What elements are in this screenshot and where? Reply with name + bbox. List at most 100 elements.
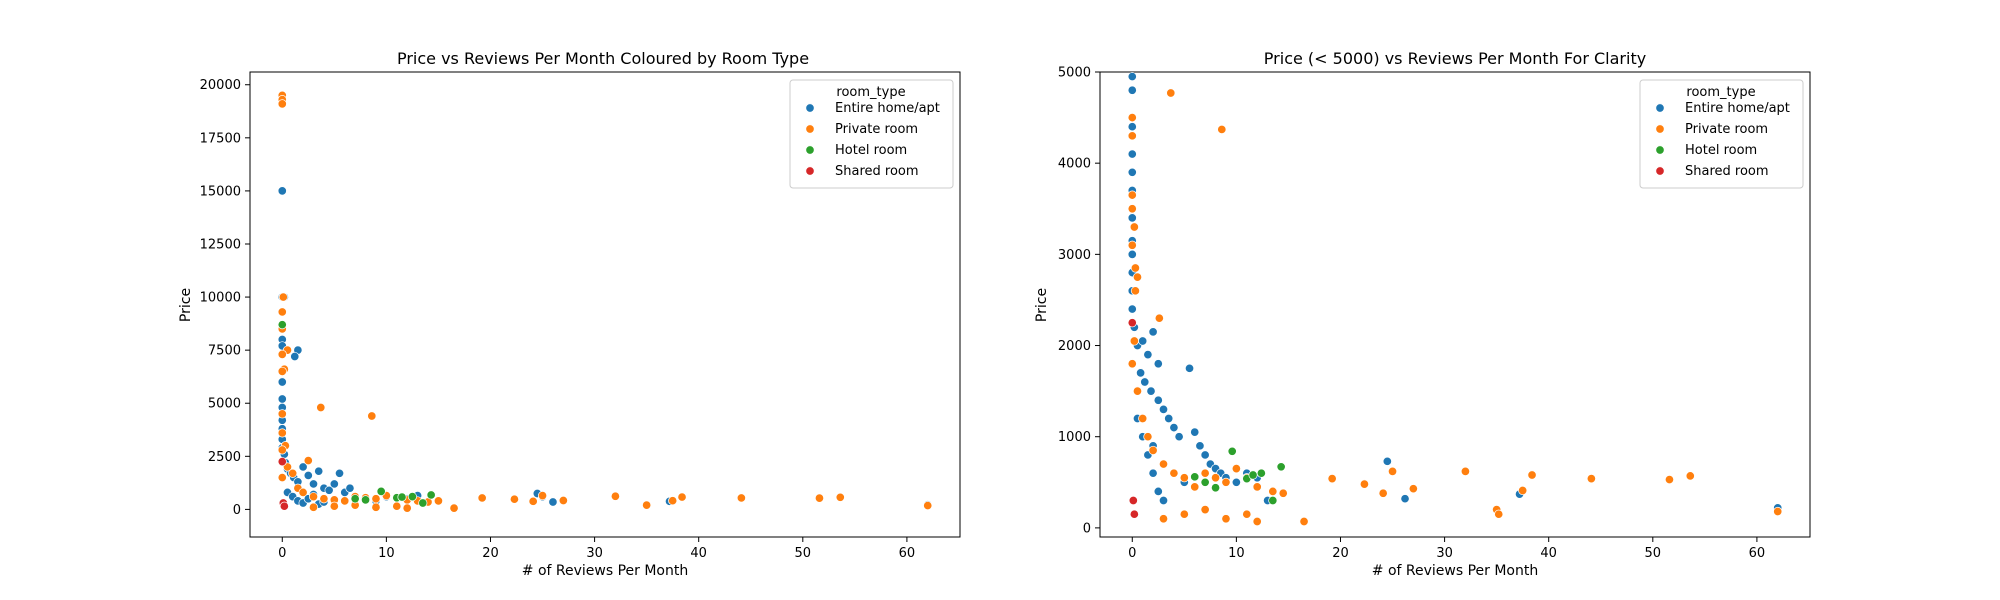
x-tick-label: 10 xyxy=(378,546,395,561)
legend-marker xyxy=(1655,145,1665,155)
data-point xyxy=(1494,509,1504,519)
legend-label: Entire home/apt xyxy=(1685,101,1790,116)
data-point xyxy=(288,468,298,478)
data-point xyxy=(303,470,313,480)
x-tick-label: 0 xyxy=(1128,546,1136,561)
data-point xyxy=(1127,113,1137,123)
data-point xyxy=(316,402,326,413)
data-point xyxy=(1387,466,1398,476)
x-tick-label: 60 xyxy=(1749,546,1766,561)
data-point xyxy=(397,492,407,502)
legend-marker xyxy=(805,166,815,176)
data-point xyxy=(477,493,487,503)
data-point xyxy=(1518,485,1528,496)
data-point xyxy=(340,496,350,506)
data-point xyxy=(1179,509,1189,519)
data-point xyxy=(1231,477,1241,487)
y-tick-label: 3000 xyxy=(1058,248,1091,263)
chart-left-plot-frame xyxy=(249,71,961,538)
chart-right-y-label: Price xyxy=(1034,288,1050,322)
data-point xyxy=(277,366,287,376)
data-point xyxy=(1138,336,1148,346)
x-tick-label: 50 xyxy=(1645,546,1662,561)
data-point xyxy=(1130,286,1140,296)
data-point xyxy=(1200,468,1210,478)
data-point xyxy=(426,490,436,500)
y-tick-label: 4000 xyxy=(1058,157,1091,172)
data-point xyxy=(1227,446,1237,456)
data-point xyxy=(1166,88,1176,98)
data-point xyxy=(277,307,287,317)
data-point xyxy=(1248,470,1258,480)
data-point xyxy=(298,487,308,497)
data-point xyxy=(1221,514,1231,524)
data-point xyxy=(1586,474,1596,484)
y-tick-label: 15000 xyxy=(200,184,241,199)
data-point xyxy=(376,486,386,496)
chart-right-plot-frame xyxy=(1099,71,1811,538)
legend-marker xyxy=(805,103,815,113)
data-point xyxy=(1190,472,1200,482)
y-tick-label: 5000 xyxy=(208,397,241,412)
chart-left-x-label: # of Reviews Per Month xyxy=(522,563,688,579)
data-point xyxy=(361,495,371,505)
data-point xyxy=(642,500,652,510)
x-tick-label: 0 xyxy=(278,546,286,561)
data-point xyxy=(1190,482,1200,492)
data-point xyxy=(923,501,933,511)
data-point xyxy=(1138,413,1148,424)
data-point xyxy=(329,479,339,489)
data-point xyxy=(1127,131,1137,141)
x-tick-label: 40 xyxy=(1540,546,1557,561)
data-point xyxy=(303,456,313,466)
data-point xyxy=(308,479,319,489)
data-point xyxy=(329,501,339,511)
data-point xyxy=(1132,272,1143,282)
chart-left-legend-title: room_type xyxy=(836,85,905,100)
data-point xyxy=(1127,204,1137,214)
data-point xyxy=(308,492,319,502)
data-point xyxy=(1129,222,1139,232)
data-point xyxy=(1527,470,1537,480)
chart-left-points xyxy=(277,90,933,513)
data-point xyxy=(1664,475,1675,485)
data-point xyxy=(1136,368,1146,378)
data-point xyxy=(1143,350,1153,360)
data-point xyxy=(371,494,381,504)
legend-label: Private room xyxy=(1685,122,1768,137)
data-point xyxy=(1158,404,1169,414)
legend-label: Private room xyxy=(835,122,918,137)
legend-label: Hotel room xyxy=(1685,143,1757,158)
x-tick-label: 30 xyxy=(586,546,603,561)
data-point xyxy=(314,466,324,476)
data-point xyxy=(1359,479,1369,489)
data-point xyxy=(1158,495,1169,506)
data-point xyxy=(277,445,287,455)
data-point xyxy=(1211,473,1221,483)
data-point xyxy=(1128,495,1138,506)
data-point xyxy=(1169,468,1179,478)
x-tick-label: 60 xyxy=(899,546,916,561)
data-point xyxy=(1268,495,1278,506)
y-tick-label: 5000 xyxy=(1058,66,1091,81)
data-point xyxy=(1127,249,1137,259)
data-point xyxy=(1127,213,1137,223)
legend-marker xyxy=(1655,103,1665,113)
chart-left-legend: room_type Entire home/apt Private room Hot… xyxy=(789,79,954,189)
data-point xyxy=(1146,386,1156,396)
x-tick-label: 20 xyxy=(1332,546,1349,561)
data-point xyxy=(277,377,287,387)
x-tick-label: 40 xyxy=(690,546,707,561)
data-point xyxy=(1276,462,1286,472)
data-point xyxy=(1153,359,1163,369)
data-point xyxy=(1278,488,1288,498)
data-point xyxy=(290,351,300,362)
data-point xyxy=(1179,473,1189,483)
data-point xyxy=(1148,445,1158,455)
chart-left: Price vs Reviews Per Month Coloured by R… xyxy=(178,49,961,579)
data-point xyxy=(279,501,289,511)
data-point xyxy=(277,320,287,330)
data-point xyxy=(367,411,377,421)
data-point xyxy=(277,428,287,438)
